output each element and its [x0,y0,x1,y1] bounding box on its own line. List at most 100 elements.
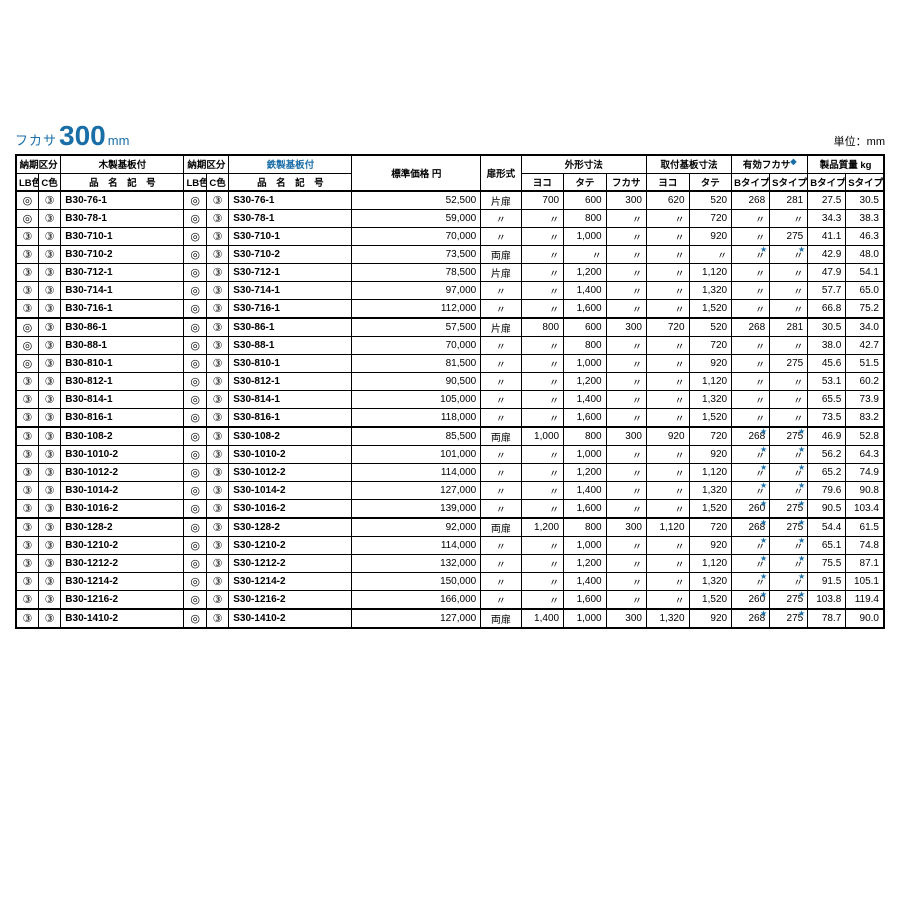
cell: 〃 [521,373,564,391]
cell: 300 [606,518,646,537]
hdr-btype2: Bタイプ [808,173,846,191]
cell: 57.7 [808,282,846,300]
cell: ③ [16,464,38,482]
cell: 1,600 [564,409,607,428]
cell: ◎ [184,609,206,628]
cell: 268★ [732,518,770,537]
cell: 105,000 [352,391,481,409]
cell: 51.5 [846,355,884,373]
cell: 65.0 [846,282,884,300]
table-row: ③③B30-1012-2◎③S30-1012-2114,000〃〃1,200〃〃… [16,464,884,482]
cell: 600 [564,318,607,337]
cell: 〃 [481,300,521,319]
cell: ③ [206,609,228,628]
cell: B30-710-1 [61,228,184,246]
cell: 1,520 [689,300,732,319]
cell: 800 [564,210,607,228]
cell: ③ [38,391,60,409]
cell: 〃 [732,373,770,391]
cell: 85,500 [352,427,481,446]
cell: ◎ [16,191,38,210]
cell: B30-810-1 [61,355,184,373]
cell: 1,200 [564,373,607,391]
cell: 〃 [481,537,521,555]
cell: 〃 [646,537,689,555]
cell: 〃 [521,409,564,428]
cell: 〃 [646,591,689,610]
cell: S30-812-1 [229,373,352,391]
cell: 700 [521,191,564,210]
cell: 〃 [481,373,521,391]
cell: 41.1 [808,228,846,246]
table-body: ◎③B30-76-1◎③S30-76-152,500片扉700600300620… [16,191,884,628]
cell: 60.2 [846,373,884,391]
cell: 〃 [606,555,646,573]
cell: 56.2 [808,446,846,464]
hdr-stype2: Sタイプ [846,173,884,191]
cell: 38.3 [846,210,884,228]
cell: ③ [16,591,38,610]
cell: S30-710-2 [229,246,352,264]
cell: ◎ [184,318,206,337]
cell: 91.5 [808,573,846,591]
cell: ③ [206,282,228,300]
cell: 275 [770,355,808,373]
cell: B30-1010-2 [61,446,184,464]
cell: 〃 [732,355,770,373]
cell: 79.6 [808,482,846,500]
cell: 103.4 [846,500,884,519]
cell: 〃★ [732,555,770,573]
table-row: ③③B30-812-1◎③S30-812-190,500〃〃1,200〃〃1,1… [16,373,884,391]
cell: 〃 [481,555,521,573]
cell: 1,400 [521,609,564,628]
cell: ③ [16,609,38,628]
cell: 52,500 [352,191,481,210]
cell: 46.9 [808,427,846,446]
table-row: ③③B30-1216-2◎③S30-1216-2166,000〃〃1,600〃〃… [16,591,884,610]
table-header: 納期区分 木製基板付 納期区分 鉄製基板付 標準価格 円 扉形式 外形寸法 取付… [16,155,884,191]
cell: 〃 [732,409,770,428]
cell: 〃 [481,500,521,519]
cell: 300 [606,609,646,628]
cell: 片扉 [481,191,521,210]
hdr-steel: 鉄製基板付 [229,155,352,173]
cell: 114,000 [352,537,481,555]
table-row: ③③B30-816-1◎③S30-816-1118,000〃〃1,600〃〃1,… [16,409,884,428]
cell: B30-716-1 [61,300,184,319]
cell: B30-812-1 [61,373,184,391]
cell: 1,120 [689,464,732,482]
hdr-ttate: タテ [689,173,732,191]
cell: 〃 [606,391,646,409]
cell: 800 [564,427,607,446]
cell: 1,400 [564,482,607,500]
cell: ③ [38,246,60,264]
cell: 65.5 [808,391,846,409]
cell: 〃 [606,300,646,319]
cell: 112,000 [352,300,481,319]
hdr-door: 扉形式 [481,155,521,191]
cell: 300 [606,191,646,210]
cell: B30-712-1 [61,264,184,282]
cell: S30-714-1 [229,282,352,300]
cell: ③ [206,373,228,391]
cell: ③ [206,446,228,464]
cell: 53.1 [808,373,846,391]
cell: ③ [38,373,60,391]
cell: 600 [564,191,607,210]
hdr-wood: 木製基板付 [61,155,184,173]
cell: 〃★ [732,573,770,591]
cell: 〃 [521,282,564,300]
table-row: ③③B30-1016-2◎③S30-1016-2139,000〃〃1,600〃〃… [16,500,884,519]
table-row: ③③B30-710-2◎③S30-710-273,500両扉〃〃〃〃〃〃★〃★4… [16,246,884,264]
cell: ③ [38,591,60,610]
cell: 34.0 [846,318,884,337]
cell: 〃 [481,228,521,246]
cell: 1,200 [564,464,607,482]
cell: ③ [16,282,38,300]
cell: ◎ [184,337,206,355]
cell: 74.8 [846,537,884,555]
cell: 65.1 [808,537,846,555]
table-row: ③③B30-128-2◎③S30-128-292,000両扉1,20080030… [16,518,884,537]
cell: 1,400 [564,282,607,300]
hdr-yoko: ヨコ [521,173,564,191]
